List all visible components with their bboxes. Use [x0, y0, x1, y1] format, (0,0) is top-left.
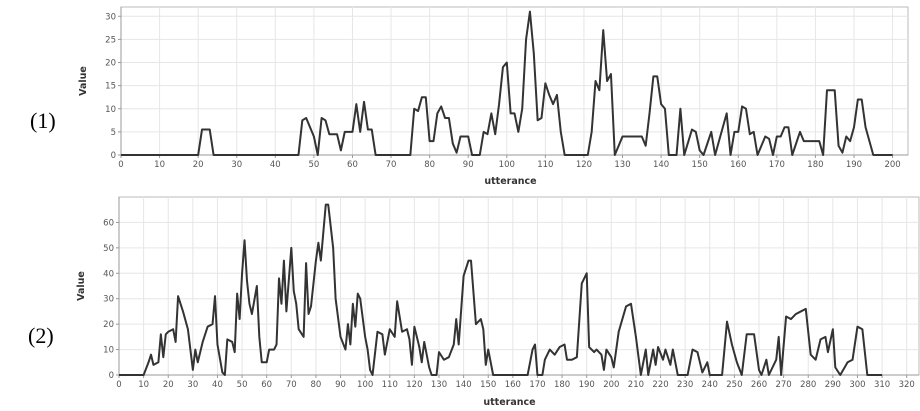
x-tick-label: 240 [702, 380, 718, 390]
y-axis-label: Value [76, 271, 87, 301]
x-tick-label: 290 [825, 380, 841, 390]
x-tick-label: 30 [187, 380, 198, 390]
y-tick-label: 60 [103, 218, 114, 228]
x-tick-label: 180 [554, 380, 570, 390]
x-tick-label: 10 [138, 380, 149, 390]
y-axis-label: Value [78, 66, 89, 96]
x-tick-label: 130 [431, 380, 447, 390]
x-tick-label: 170 [529, 380, 545, 390]
x-tick-label: 200 [603, 380, 619, 390]
y-tick-label: 15 [105, 82, 116, 92]
x-tick-label: 120 [576, 160, 592, 170]
x-tick-label: 280 [800, 380, 816, 390]
x-tick-label: 90 [463, 160, 474, 170]
x-tick-label: 140 [653, 160, 669, 170]
x-tick-label: 160 [505, 380, 521, 390]
y-tick-label: 10 [103, 346, 114, 356]
x-axis-label: utterance [484, 176, 536, 187]
y-tick-label: 0 [111, 151, 116, 161]
x-tick-label: 90 [335, 380, 346, 390]
x-tick-label: 140 [455, 380, 471, 390]
y-tick-label: 5 [111, 128, 116, 138]
y-tick-label: 10 [105, 105, 116, 115]
x-tick-label: 70 [386, 160, 397, 170]
y-tick-label: 50 [103, 244, 114, 254]
x-tick-label: 40 [212, 380, 223, 390]
x-tick-label: 260 [751, 380, 767, 390]
x-tick-label: 220 [652, 380, 668, 390]
y-tick-label: 0 [109, 371, 114, 381]
plot-area [118, 196, 920, 376]
x-tick-label: 100 [357, 380, 373, 390]
panel-label: (2) [28, 323, 54, 348]
x-tick-label: 50 [237, 380, 248, 390]
x-tick-label: 50 [308, 160, 319, 170]
x-tick-label: 170 [769, 160, 785, 170]
x-tick-label: 110 [382, 380, 398, 390]
x-tick-label: 60 [347, 160, 358, 170]
y-tick-label: 20 [103, 320, 114, 330]
x-tick-label: 200 [884, 160, 900, 170]
x-tick-label: 320 [899, 380, 915, 390]
x-tick-label: 60 [261, 380, 272, 390]
x-tick-label: 160 [730, 160, 746, 170]
x-tick-label: 310 [874, 380, 890, 390]
x-tick-label: 190 [846, 160, 862, 170]
y-tick-label: 30 [103, 295, 114, 305]
x-tick-label: 270 [775, 380, 791, 390]
data-line [121, 10, 893, 156]
x-tick-label: 210 [628, 380, 644, 390]
x-tick-label: 120 [406, 380, 422, 390]
x-tick-label: 150 [692, 160, 708, 170]
x-tick-label: 10 [154, 160, 165, 170]
x-axis-label: utterance [483, 397, 535, 408]
x-tick-label: 100 [499, 160, 515, 170]
x-tick-label: 190 [579, 380, 595, 390]
y-tick-label: 20 [105, 59, 116, 69]
x-tick-label: 110 [537, 160, 553, 170]
x-tick-label: 0 [116, 380, 121, 390]
x-tick-label: 20 [163, 380, 174, 390]
x-tick-label: 20 [193, 160, 204, 170]
x-tick-label: 230 [677, 380, 693, 390]
y-tick-label: 30 [105, 12, 116, 22]
data-line [119, 203, 883, 376]
x-tick-label: 150 [480, 380, 496, 390]
x-tick-label: 70 [286, 380, 297, 390]
x-tick-label: 0 [118, 160, 123, 170]
x-tick-label: 300 [849, 380, 865, 390]
x-tick-label: 80 [424, 160, 435, 170]
panel-label: (1) [30, 108, 56, 133]
y-tick-label: 25 [105, 35, 116, 45]
x-tick-label: 40 [270, 160, 281, 170]
x-tick-label: 180 [807, 160, 823, 170]
x-tick-label: 30 [231, 160, 242, 170]
x-tick-label: 250 [726, 380, 742, 390]
x-tick-label: 80 [311, 380, 322, 390]
y-tick-label: 40 [103, 269, 114, 279]
x-tick-label: 130 [614, 160, 630, 170]
